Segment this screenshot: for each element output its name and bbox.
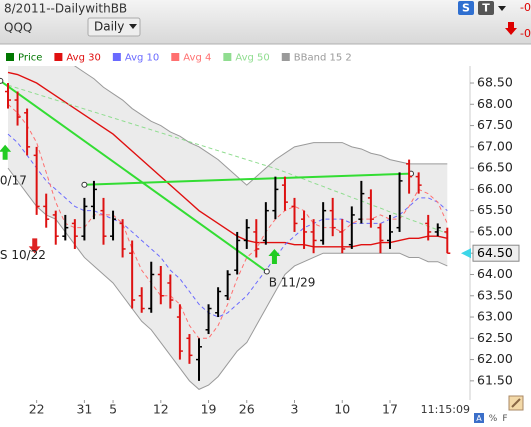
trendline xyxy=(0,80,268,273)
moving-average xyxy=(7,103,448,339)
y-tick-label: 63.00 xyxy=(477,309,513,324)
y-tick-label: 65.00 xyxy=(477,223,513,238)
y-tick-label: 66.50 xyxy=(477,160,513,175)
period-label: Daily xyxy=(94,20,124,34)
y-tick-label: 67.50 xyxy=(477,117,513,132)
last-price-box xyxy=(472,244,520,262)
annotation: S 10/22 xyxy=(0,248,46,262)
auto-icon[interactable] xyxy=(474,413,484,423)
trendline xyxy=(84,172,412,186)
bband-area xyxy=(8,66,448,390)
legend-label: BBand 15 2 xyxy=(294,53,352,64)
y-tick-label: 66.00 xyxy=(477,181,513,196)
legend-label: Avg 30 xyxy=(66,53,100,64)
auto-icon-label: A xyxy=(476,414,482,423)
f-icon[interactable]: F xyxy=(502,414,507,424)
signal-arrow xyxy=(28,238,41,254)
trendline-handle xyxy=(0,77,4,84)
menu-caret[interactable] xyxy=(498,6,506,11)
x-tick-label: 5 xyxy=(109,402,117,417)
y-tick-label: 65.50 xyxy=(477,202,513,217)
y-tick-label: 62.00 xyxy=(477,351,513,366)
annotation: B 11/29 xyxy=(269,275,316,289)
legend-swatch xyxy=(223,53,232,61)
x-tick-label: 10 xyxy=(334,402,350,417)
legend-label: Price xyxy=(18,53,42,64)
moving-average xyxy=(7,71,448,248)
signal-arrow xyxy=(0,144,12,160)
time-label: 11:15:09 xyxy=(421,403,470,416)
tool-icon-glyph xyxy=(511,398,521,408)
change: -0 xyxy=(520,27,531,40)
y-tick-label: 62.50 xyxy=(477,330,513,345)
s-button-label: S xyxy=(462,2,470,15)
y-tick-label: 67.00 xyxy=(477,138,513,153)
x-tick-label: 19 xyxy=(201,402,217,417)
trendline-handle xyxy=(81,181,88,188)
y-tick-label: 68.50 xyxy=(477,75,513,90)
legend-label: Avg 50 xyxy=(235,53,269,64)
legend-label: Avg 4 xyxy=(183,53,211,64)
trendline-handle xyxy=(263,268,270,275)
plot-area: 0/17 S 10/22 B 11/29 xyxy=(0,66,451,390)
moving-average xyxy=(7,84,448,235)
change: -0 xyxy=(520,1,531,14)
y-tick-label: 63.50 xyxy=(477,287,513,302)
x-tick-label: 17 xyxy=(382,402,398,417)
x-tick-label: 26 xyxy=(239,402,255,417)
chart-title: 8/2011--DailywithBB xyxy=(4,2,127,16)
x-tick-label: 12 xyxy=(153,402,169,417)
x-tick-label: 22 xyxy=(29,402,45,417)
legend-label: Avg 10 xyxy=(125,53,159,64)
moving-average xyxy=(7,133,448,318)
legend-swatch xyxy=(54,53,63,61)
legend-swatch xyxy=(281,53,290,61)
s-button[interactable] xyxy=(458,1,474,15)
signal-arrow xyxy=(268,248,281,264)
bband-upper xyxy=(73,66,448,186)
down-arrow-icon xyxy=(505,22,517,35)
y-tick-label: 68.00 xyxy=(477,96,513,111)
dropdown-caret xyxy=(129,24,137,29)
t-button-label: T xyxy=(482,2,490,15)
legend-swatch xyxy=(6,53,14,61)
legend-swatch xyxy=(171,53,180,61)
y-tick-label: 61.50 xyxy=(477,372,513,387)
percent-icon[interactable]: % xyxy=(489,414,498,424)
symbol[interactable]: QQQ xyxy=(4,21,32,35)
last-price-label: 64.50 xyxy=(477,245,513,260)
bband-lower xyxy=(7,167,448,390)
annotation: 0/17 xyxy=(0,173,27,187)
legend-swatch xyxy=(112,53,121,61)
x-tick-label: 3 xyxy=(291,402,299,417)
footer xyxy=(0,400,531,427)
period-dropdown[interactable] xyxy=(87,17,141,37)
t-button[interactable] xyxy=(478,1,494,15)
last-price-pointer xyxy=(461,248,471,259)
x-tick-label: 31 xyxy=(76,402,92,417)
y-tick-label: 64.00 xyxy=(477,266,513,281)
